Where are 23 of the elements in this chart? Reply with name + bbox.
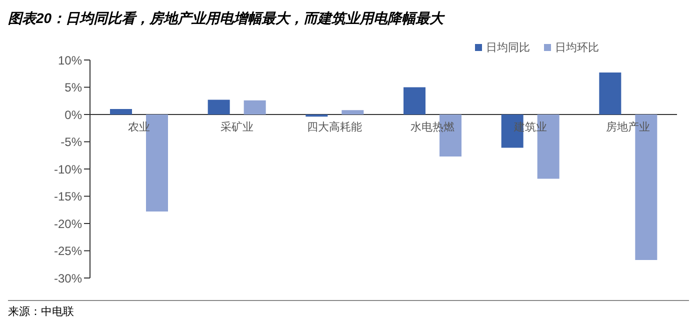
legend-label: 日均环比 bbox=[554, 41, 599, 55]
y-tick-label: -25% bbox=[54, 244, 82, 258]
y-tick-label: -30% bbox=[54, 271, 82, 286]
bar bbox=[501, 114, 524, 148]
legend-label: 日均同比 bbox=[485, 41, 530, 55]
bar bbox=[208, 100, 230, 114]
bar bbox=[342, 110, 364, 114]
bar bbox=[537, 114, 560, 179]
y-tick-label: -5% bbox=[60, 135, 82, 150]
x-tick-label: 四大高耗能 bbox=[307, 120, 362, 134]
y-tick-label: 0% bbox=[64, 108, 82, 122]
bar bbox=[599, 72, 622, 114]
y-tick-label: -10% bbox=[54, 162, 82, 176]
bar bbox=[244, 100, 266, 114]
y-tick-label: 5% bbox=[64, 80, 82, 95]
y-tick-label: -15% bbox=[54, 190, 82, 204]
y-tick-label: -20% bbox=[54, 216, 82, 231]
x-tick-label: 采矿业 bbox=[220, 120, 254, 134]
bar bbox=[110, 109, 132, 114]
y-tick-label: 10% bbox=[58, 53, 82, 68]
chart-title: 图表20：日均同比看，房地产业用电增幅最大，而建筑业用电降幅最大 bbox=[8, 9, 446, 28]
bar bbox=[404, 87, 426, 114]
source-note: 来源：中电联 bbox=[8, 306, 74, 318]
